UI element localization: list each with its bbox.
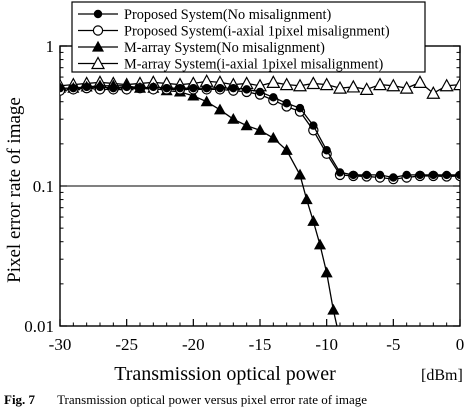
data-point: [415, 170, 425, 180]
figure-label: Fig. 7: [4, 392, 36, 407]
data-point: [389, 173, 398, 182]
legend-marker: [92, 25, 104, 36]
data-point: [95, 82, 105, 92]
data-point: [60, 83, 65, 93]
x-tick-label: -30: [49, 335, 72, 354]
data-point: [322, 146, 331, 155]
data-point: [267, 131, 280, 143]
x-tick-label: -15: [249, 335, 272, 354]
data-point: [109, 83, 118, 93]
x-tick-label: 0: [456, 335, 465, 354]
data-point: [187, 89, 200, 101]
x-tick-label: -5: [386, 335, 400, 354]
data-point: [402, 170, 411, 180]
data-point: [320, 266, 333, 278]
data-point: [455, 170, 460, 180]
data-point: [327, 303, 340, 315]
data-point: [242, 85, 251, 94]
data-point: [346, 79, 361, 93]
data-point: [439, 78, 454, 92]
data-point: [292, 78, 308, 92]
x-axis-label: Transmission optical power: [114, 363, 336, 385]
data-point: [452, 77, 460, 91]
data-point: [335, 168, 345, 177]
data-point: [429, 170, 438, 180]
data-point: [280, 144, 293, 155]
data-point: [412, 75, 428, 88]
data-point: [266, 75, 281, 88]
data-point: [175, 83, 185, 93]
legend-label: M-array System(i-axial 1pixel misalignme…: [124, 57, 384, 73]
data-point: [255, 87, 265, 97]
data-point: [442, 170, 451, 180]
data-point: [282, 99, 291, 108]
legend: Proposed System(No misalignment)Proposed…: [71, 1, 426, 73]
x-axis-unit: [dBm]: [421, 367, 463, 384]
legend-label: M-array System(No misalignment): [124, 40, 325, 56]
y-tick-label: 0.01: [24, 317, 54, 336]
legend-marker: [93, 9, 103, 19]
data-point: [279, 77, 294, 91]
data-point: [349, 170, 358, 180]
figure-caption-text: Transmission optical power versus pixel …: [57, 392, 368, 407]
x-axis-ticks: -30 -25 -20 -15 -10 -5 0: [49, 46, 465, 354]
figure-caption: Fig. 7 Transmission optical power versus …: [4, 392, 474, 407]
data-point: [306, 76, 321, 90]
data-point: [82, 82, 91, 92]
data-point: [240, 119, 253, 131]
data-point: [149, 82, 158, 92]
data-point: [375, 170, 385, 180]
legend-marker: [91, 40, 105, 52]
x-tick-label: -20: [182, 335, 205, 354]
data-point: [269, 93, 278, 102]
data-point: [359, 82, 374, 95]
data-point: [69, 83, 78, 93]
x-tick-label: -25: [115, 335, 138, 354]
data-point: [372, 77, 388, 91]
legend-label: Proposed System(i-axial 1pixel misalignm…: [124, 24, 390, 40]
data-point: [332, 80, 348, 94]
x-tick-label: -10: [315, 335, 338, 354]
data-point: [300, 193, 313, 205]
data-point: [202, 83, 211, 93]
data-point: [162, 83, 171, 93]
y-axis-label: Pixel error rate of image: [4, 97, 25, 283]
data-point: [215, 83, 225, 93]
y-tick-label: 1: [46, 37, 55, 56]
data-point: [319, 77, 334, 91]
data-point: [399, 80, 414, 94]
data-point: [386, 78, 401, 92]
legend-marker: [90, 56, 106, 70]
data-point: [253, 124, 267, 135]
data-point: [295, 103, 305, 113]
data-point: [135, 83, 145, 93]
data-point: [309, 121, 318, 130]
data-point: [362, 170, 371, 180]
data-point: [189, 83, 198, 93]
data-point: [426, 85, 441, 99]
series-layer: [60, 74, 460, 326]
data-point: [227, 112, 240, 124]
data-point: [200, 95, 213, 107]
data-point: [307, 215, 320, 226]
series-1: [60, 82, 460, 182]
data-point: [122, 82, 131, 92]
data-point: [229, 83, 238, 93]
data-point: [213, 103, 227, 115]
y-tick-label: 0.1: [33, 177, 54, 196]
data-point: [293, 168, 307, 180]
data-point: [313, 238, 327, 250]
legend-label: Proposed System(No misalignment): [124, 7, 332, 23]
y-axis-ticks: 1 0.1 0.01: [24, 37, 460, 336]
legend-box: [71, 1, 426, 73]
